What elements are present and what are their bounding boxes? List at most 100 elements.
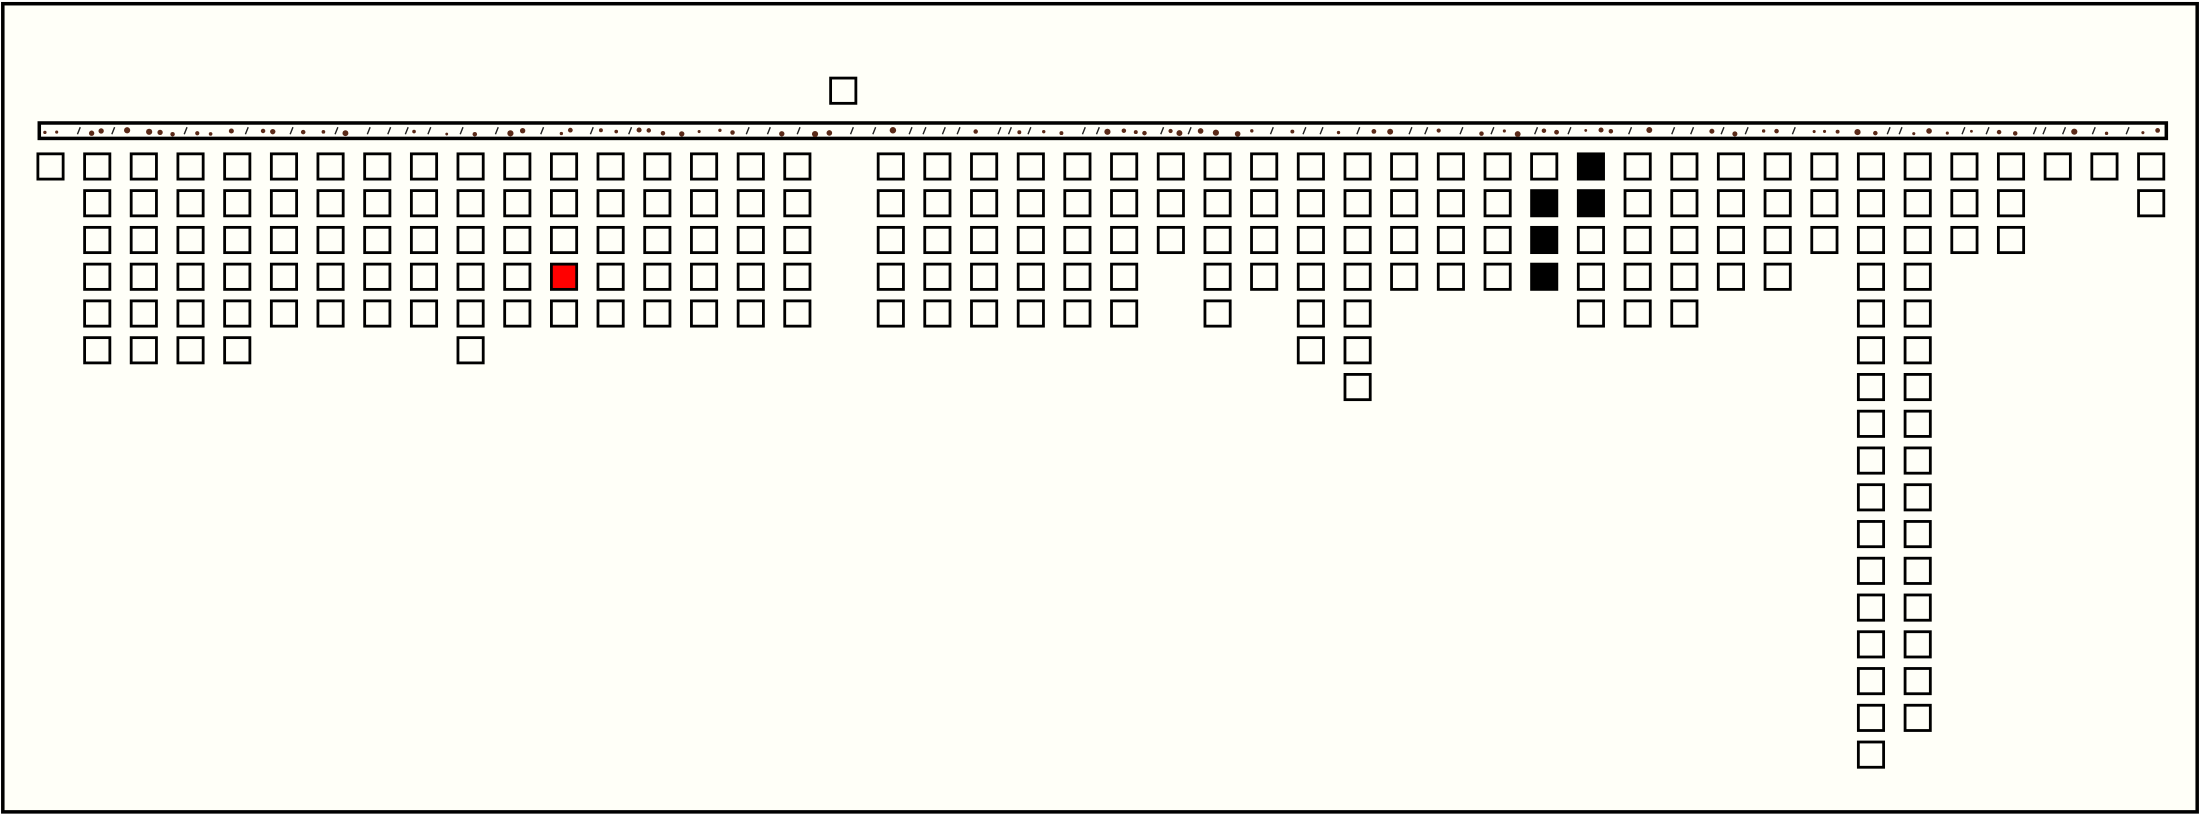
scratch bbox=[2061, 126, 2067, 135]
cell bbox=[1296, 299, 1325, 328]
dirt bbox=[300, 129, 306, 135]
cell bbox=[223, 189, 252, 218]
dirt bbox=[1197, 128, 1204, 134]
dirt bbox=[1554, 129, 1559, 135]
cell bbox=[643, 225, 672, 255]
scratch bbox=[494, 126, 499, 135]
cell bbox=[783, 225, 812, 255]
cell bbox=[269, 152, 299, 181]
cell bbox=[1390, 262, 1419, 291]
dirt bbox=[342, 130, 349, 137]
cell bbox=[1856, 630, 1886, 659]
cell bbox=[129, 299, 158, 328]
dirt bbox=[507, 130, 514, 137]
cell bbox=[1810, 152, 1839, 181]
cell bbox=[1063, 152, 1092, 181]
cell bbox=[176, 262, 205, 291]
dirt bbox=[228, 128, 234, 134]
cell bbox=[83, 152, 112, 181]
cell bbox=[1203, 262, 1232, 291]
cell bbox=[1016, 225, 1045, 255]
cell bbox=[1483, 262, 1512, 291]
cell bbox=[503, 225, 532, 255]
dirt bbox=[1926, 128, 1932, 134]
cell bbox=[783, 152, 812, 181]
cell bbox=[269, 299, 299, 328]
dirt bbox=[1104, 128, 1111, 135]
cell bbox=[223, 336, 252, 365]
cell bbox=[1343, 262, 1372, 291]
cell bbox=[1203, 299, 1232, 328]
dirt bbox=[2012, 131, 2018, 136]
cell bbox=[83, 262, 112, 291]
dirt bbox=[636, 127, 642, 133]
cell bbox=[970, 225, 999, 255]
dirt bbox=[2155, 128, 2161, 133]
cell bbox=[1530, 189, 1559, 218]
cell bbox=[1483, 189, 1512, 218]
dirt bbox=[1142, 130, 1147, 136]
cell bbox=[643, 299, 672, 328]
cell bbox=[736, 225, 765, 255]
cell bbox=[503, 152, 532, 181]
cell bbox=[1296, 336, 1325, 365]
scratch bbox=[1744, 126, 1749, 135]
dirt bbox=[1873, 130, 1878, 136]
dirt bbox=[660, 130, 666, 136]
cell bbox=[1856, 409, 1886, 438]
scratch bbox=[1187, 126, 1192, 135]
scratch bbox=[183, 126, 188, 135]
cell bbox=[783, 262, 812, 291]
cell bbox=[363, 225, 392, 255]
cell bbox=[1436, 225, 1465, 255]
cell bbox=[596, 299, 625, 328]
scratch bbox=[2091, 126, 2096, 135]
cell bbox=[1530, 262, 1559, 291]
cell bbox=[83, 299, 112, 328]
cell bbox=[596, 189, 625, 218]
cell bbox=[269, 262, 299, 291]
scratch bbox=[1027, 126, 1032, 135]
dirt bbox=[1479, 131, 1484, 136]
cell bbox=[923, 152, 952, 181]
cell bbox=[1716, 189, 1745, 218]
cell bbox=[503, 262, 532, 291]
cell bbox=[1856, 593, 1886, 622]
dirt bbox=[1290, 129, 1295, 134]
cell bbox=[1670, 152, 1699, 181]
cell bbox=[83, 189, 112, 218]
scratch bbox=[997, 126, 1002, 135]
cell bbox=[1110, 189, 1139, 218]
dirt bbox=[598, 128, 603, 133]
cell bbox=[1903, 262, 1932, 291]
dirt bbox=[1042, 129, 1046, 134]
scratch bbox=[2042, 126, 2047, 135]
cell bbox=[1436, 189, 1465, 218]
cell bbox=[643, 262, 672, 291]
scratch bbox=[1898, 126, 1903, 135]
cell bbox=[269, 189, 299, 218]
cell bbox=[316, 262, 345, 291]
cell bbox=[316, 299, 345, 328]
cell bbox=[1856, 740, 1886, 769]
scratch bbox=[387, 126, 392, 135]
cell bbox=[1063, 189, 1092, 218]
dirt bbox=[1371, 129, 1377, 134]
cell bbox=[1903, 593, 1932, 622]
stack bbox=[36, 152, 2166, 769]
cell bbox=[1810, 189, 1839, 218]
cell bbox=[1576, 189, 1605, 218]
cell bbox=[1296, 262, 1325, 291]
cell bbox=[1250, 225, 1279, 255]
cell bbox=[1250, 189, 1279, 218]
cell bbox=[1436, 152, 1465, 181]
dirt bbox=[559, 131, 564, 136]
cell bbox=[1576, 299, 1605, 328]
dirt bbox=[679, 131, 685, 137]
cell bbox=[1856, 446, 1886, 475]
cell bbox=[1576, 152, 1605, 181]
dirt bbox=[1854, 129, 1861, 136]
cell bbox=[1203, 189, 1232, 218]
cell bbox=[550, 152, 579, 181]
scratch bbox=[1567, 126, 1572, 135]
